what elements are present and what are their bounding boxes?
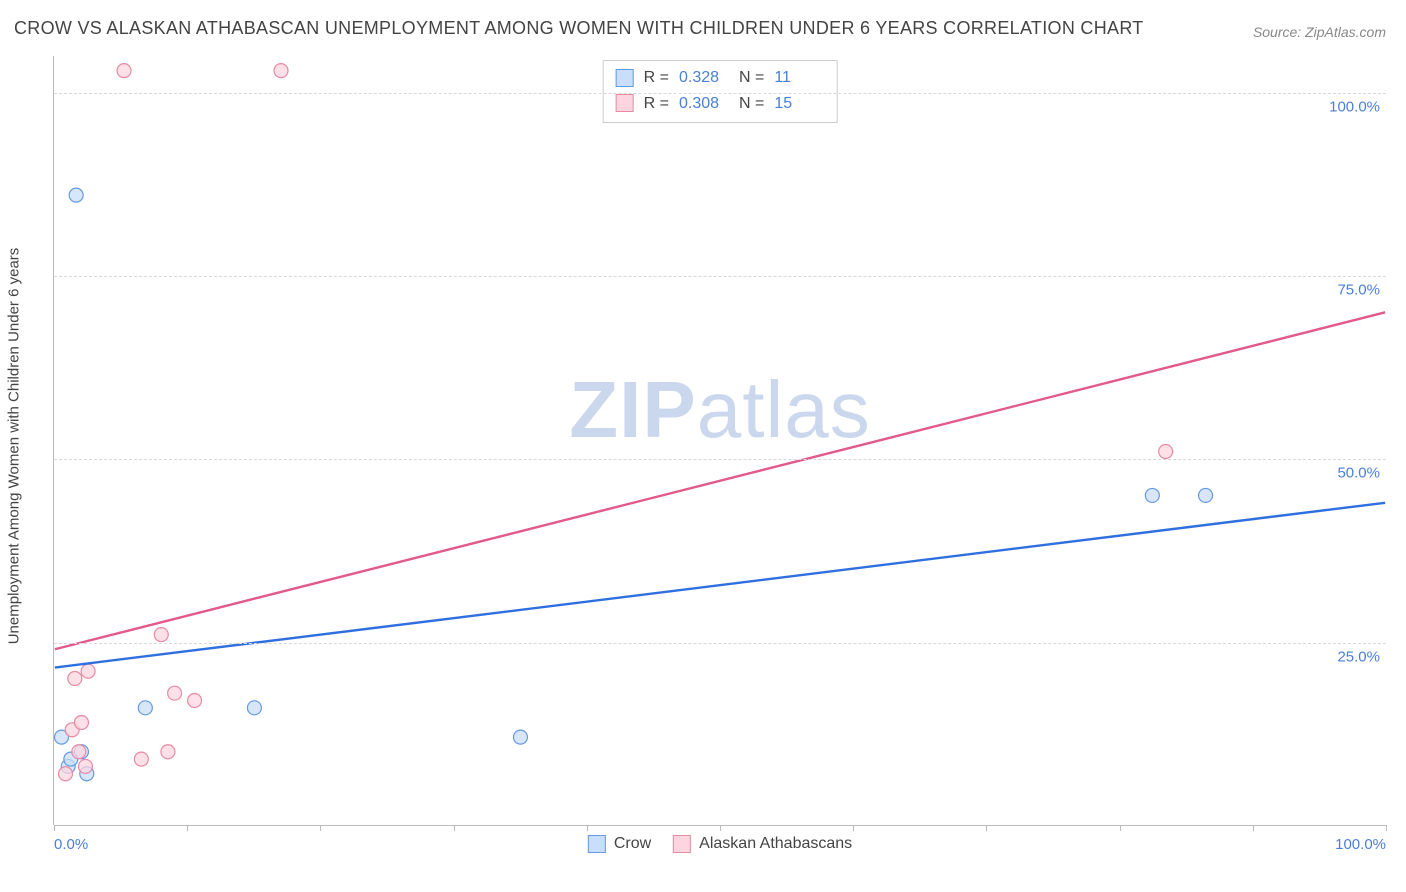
legend-swatch xyxy=(616,94,634,112)
x-tick xyxy=(1253,825,1254,831)
data-point xyxy=(1159,444,1173,458)
legend-series-item: Alaskan Athabascans xyxy=(673,835,852,853)
data-point xyxy=(78,759,92,773)
y-tick-label: 100.0% xyxy=(1329,98,1388,115)
y-tick-label: 25.0% xyxy=(1337,648,1388,665)
data-point xyxy=(154,628,168,642)
legend-r-label: R = xyxy=(644,91,669,117)
gridline-h xyxy=(54,276,1386,277)
gridline-h xyxy=(54,643,1386,644)
legend-swatch xyxy=(588,835,606,853)
legend-r-value: 0.328 xyxy=(679,65,729,91)
chart-title: CROW VS ALASKAN ATHABASCAN UNEMPLOYMENT … xyxy=(14,18,1144,39)
legend-series-item: Crow xyxy=(588,835,651,853)
legend-series-label: Alaskan Athabascans xyxy=(699,835,852,853)
data-point xyxy=(274,64,288,78)
y-axis-title: Unemployment Among Women with Children U… xyxy=(6,248,23,645)
data-point xyxy=(72,745,86,759)
x-tick xyxy=(320,825,321,831)
legend-swatch xyxy=(673,835,691,853)
y-tick-label: 75.0% xyxy=(1337,282,1388,299)
y-tick-label: 50.0% xyxy=(1337,465,1388,482)
plot-area: ZIPatlas R =0.328N =11R =0.308N =15 Crow… xyxy=(54,56,1386,826)
x-tick xyxy=(454,825,455,831)
legend-n-value: 15 xyxy=(774,91,824,117)
data-point xyxy=(68,672,82,686)
legend-series: Crow Alaskan Athabascans xyxy=(588,835,852,853)
data-point xyxy=(134,752,148,766)
x-tick xyxy=(1386,825,1387,831)
data-point xyxy=(1199,488,1213,502)
x-tick xyxy=(587,825,588,831)
data-point xyxy=(1145,488,1159,502)
legend-series-label: Crow xyxy=(614,835,651,853)
data-point xyxy=(161,745,175,759)
legend-stats-row: R = 0.328 N = 11 xyxy=(616,65,825,91)
data-point xyxy=(59,767,73,781)
source-attribution: Source: ZipAtlas.com xyxy=(1253,24,1386,40)
data-point xyxy=(69,188,83,202)
gridline-h xyxy=(54,93,1386,94)
data-point xyxy=(138,701,152,715)
trend-line xyxy=(55,312,1385,649)
legend-n-value: 11 xyxy=(774,65,824,91)
data-point xyxy=(168,686,182,700)
data-point xyxy=(117,64,131,78)
data-point xyxy=(513,730,527,744)
x-tick xyxy=(1120,825,1121,831)
legend-stats-row: R = 0.308 N = 15 xyxy=(616,91,825,117)
x-tick xyxy=(986,825,987,831)
legend-n-label: N = xyxy=(739,91,764,117)
x-tick xyxy=(54,825,55,831)
legend-r-label: R = xyxy=(644,65,669,91)
x-tick-label: 0.0% xyxy=(54,836,88,853)
data-point xyxy=(74,715,88,729)
x-tick xyxy=(187,825,188,831)
legend-swatch xyxy=(616,69,634,87)
data-point xyxy=(188,694,202,708)
x-tick xyxy=(853,825,854,831)
gridline-h xyxy=(54,459,1386,460)
x-tick-label: 100.0% xyxy=(1335,836,1386,853)
data-point xyxy=(247,701,261,715)
legend-stats: R = 0.328 N = 11 R = 0.308 N = 15 xyxy=(603,60,838,123)
legend-r-value: 0.308 xyxy=(679,91,729,117)
x-tick xyxy=(720,825,721,831)
chart-svg xyxy=(54,56,1386,825)
data-point xyxy=(81,664,95,678)
legend-n-label: N = xyxy=(739,65,764,91)
